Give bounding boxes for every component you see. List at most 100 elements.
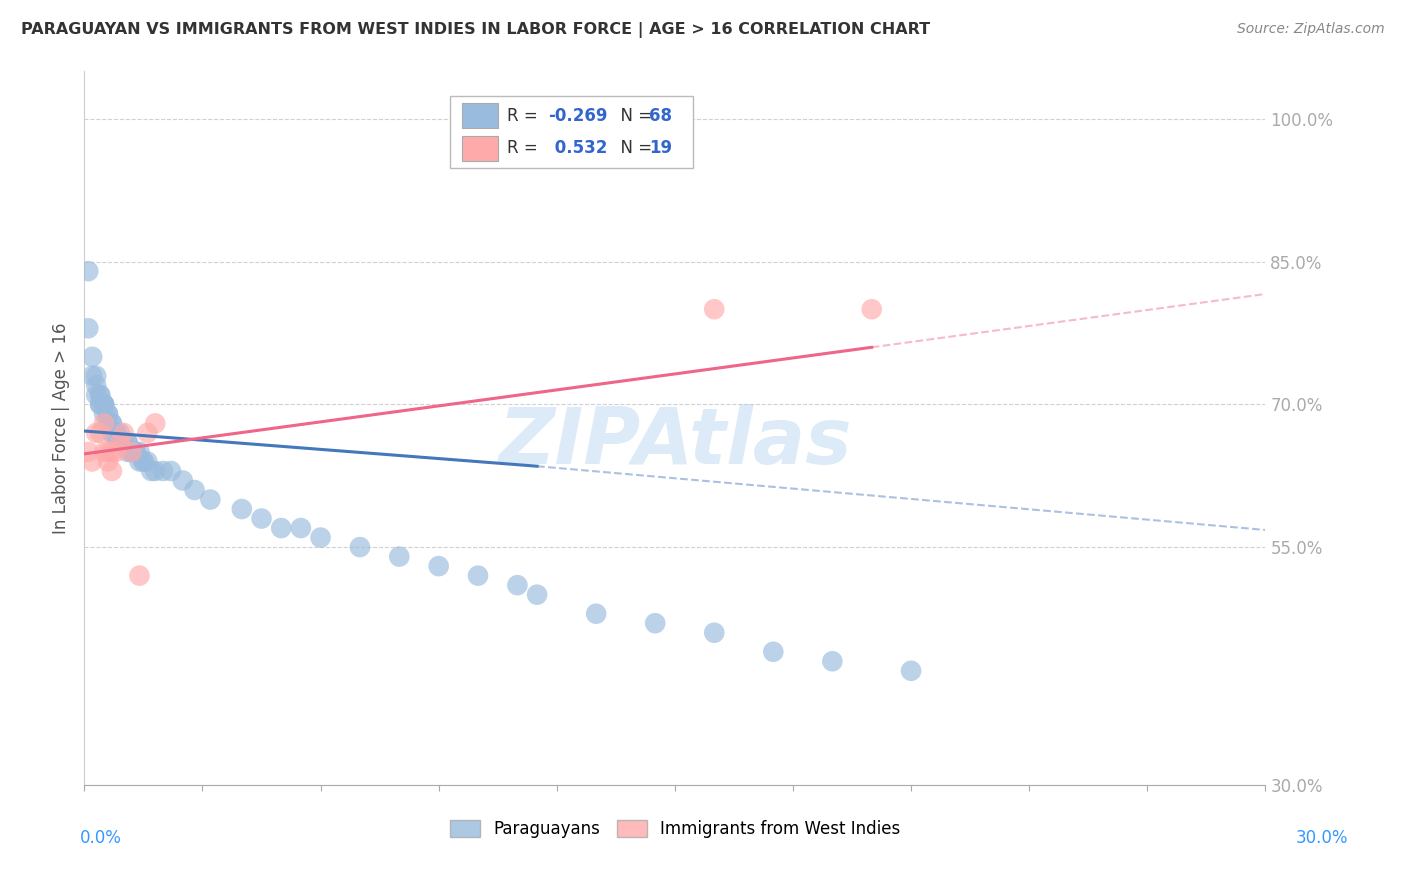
Point [117,435,139,450]
Point [270,521,292,535]
Point [467,568,489,582]
Point [117,435,139,450]
Point [762,645,785,659]
Bar [463,136,498,161]
Text: 0.0%: 0.0% [80,829,122,847]
Point [77,445,100,459]
Point [121,445,143,459]
Point [200,492,222,507]
Point [84,368,107,383]
Point [183,483,205,497]
Point [101,417,124,431]
Point [143,464,166,478]
Point [108,435,131,450]
Point [136,425,159,440]
Point [84,378,107,392]
Point [121,445,143,459]
Point [89,425,111,440]
Point [427,559,450,574]
Point [108,425,131,440]
Point [124,445,146,459]
Text: N =: N = [610,107,657,125]
Point [101,417,124,431]
Point [93,407,115,421]
Text: R =: R = [508,139,543,157]
Point [97,417,120,431]
Point [143,417,166,431]
Point [128,454,150,468]
Point [97,445,120,459]
Text: ZIPAtlas: ZIPAtlas [498,404,852,481]
Y-axis label: In Labor Force | Age > 16: In Labor Force | Age > 16 [52,322,70,534]
Text: 30.0%: 30.0% [1295,829,1348,847]
Point [900,664,922,678]
Point [160,464,183,478]
Point [860,302,883,317]
Point [703,302,725,317]
Point [77,321,100,335]
Point [309,531,332,545]
Point [82,454,104,468]
Text: Source: ZipAtlas.com: Source: ZipAtlas.com [1237,22,1385,37]
Text: 0.532: 0.532 [548,139,607,157]
Point [104,425,127,440]
Point [136,454,159,468]
Point [112,435,135,450]
Point [101,425,124,440]
Point [526,588,548,602]
FancyBboxPatch shape [450,96,693,168]
Point [250,511,273,525]
Text: -0.269: -0.269 [548,107,607,125]
Point [101,445,124,459]
Point [84,388,107,402]
Text: 68: 68 [650,107,672,125]
Point [172,474,194,488]
Point [128,445,150,459]
Point [89,397,111,411]
Text: R =: R = [508,107,543,125]
Point [77,264,100,278]
Point [585,607,607,621]
Point [89,388,111,402]
Point [290,521,312,535]
Point [97,454,120,468]
Point [101,425,124,440]
Text: 19: 19 [650,139,672,157]
Point [132,454,155,468]
Point [121,445,143,459]
Point [84,425,107,440]
Point [93,445,115,459]
Point [104,425,127,440]
Point [93,417,115,431]
Point [112,435,135,450]
Point [388,549,411,564]
Point [108,435,131,450]
Point [101,464,124,478]
Text: N =: N = [610,139,657,157]
Point [112,425,135,440]
Point [97,407,120,421]
Point [117,445,139,459]
Point [104,445,127,459]
Point [112,435,135,450]
Point [82,350,104,364]
Point [703,625,725,640]
Point [821,654,844,668]
Point [97,407,120,421]
Point [108,435,131,450]
Point [349,540,371,554]
Point [141,464,163,478]
Point [89,388,111,402]
Point [121,445,143,459]
Legend: Paraguayans, Immigrants from West Indies: Paraguayans, Immigrants from West Indies [443,813,907,845]
Point [231,502,253,516]
Point [93,397,115,411]
Point [104,425,127,440]
Point [124,445,146,459]
Point [93,397,115,411]
Point [128,568,150,582]
Bar [463,103,498,128]
Point [93,397,115,411]
Point [82,368,104,383]
Point [89,397,111,411]
